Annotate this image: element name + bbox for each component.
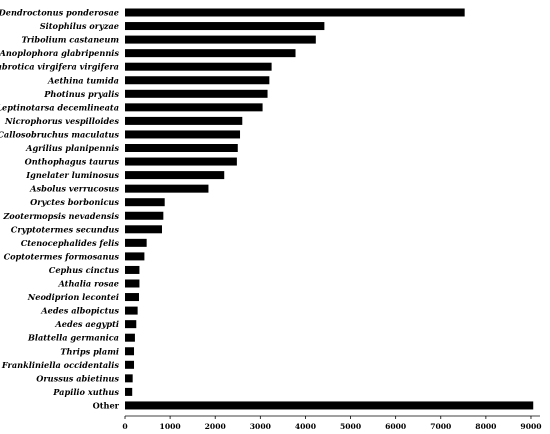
bar-leptinotarsa-decemlineata — [125, 103, 263, 112]
x-tick-label: 8000 — [475, 422, 496, 431]
bar-sitophilus-oryzae — [125, 22, 325, 31]
bar-oryctes-borbonicus — [125, 198, 165, 207]
x-tick-label: 7000 — [430, 422, 451, 431]
category-label: Cephus cinctus — [49, 265, 120, 275]
x-tick-label: 6000 — [385, 422, 406, 431]
category-label: Cryptotermes secundus — [11, 224, 120, 234]
category-label: Leptinotarsa decemlineata — [0, 102, 119, 112]
x-ticks-group: 0 1000 2000 3000 4000 5000 6000 7000 8000 9000 — [122, 416, 542, 431]
category-label: Callosobruchus maculatus — [0, 129, 119, 139]
bar-orussus-abietinus — [125, 374, 133, 383]
category-label: Oryctes borbonicus — [30, 197, 119, 207]
category-label: Orussus abietinus — [36, 373, 119, 383]
category-label: Photinus pryalis — [43, 89, 119, 99]
category-label: Tribolium castaneum — [21, 35, 119, 45]
bar-athalia-rosae — [125, 279, 140, 288]
bar-nicrophorus-vespilloides — [125, 116, 243, 125]
bar-asbolus-verrucosus — [125, 184, 209, 193]
bar-papilio-xuthus — [125, 387, 133, 396]
x-tick-label: 3000 — [250, 422, 271, 431]
bar-blattella-germanica — [125, 333, 135, 342]
bar-photinus-pryalis — [125, 89, 268, 98]
category-label: Aedes albopictus — [40, 306, 119, 316]
category-label: Thrips plami — [60, 346, 119, 356]
bar-diabrotica-virgifera-virgifera — [125, 62, 272, 71]
bar-thrips-plami — [125, 347, 135, 356]
category-label: Nicrophorus vespilloides — [4, 116, 119, 126]
bar-ctenocephalides-felis — [125, 238, 147, 247]
bar-callosobruchus-maculatus — [125, 130, 241, 139]
bar-cryptotermes-secundus — [125, 225, 162, 234]
x-tick-label: 0 — [122, 422, 127, 431]
category-label: Neodiprion lecontei — [27, 292, 119, 302]
category-label: Onthophagus taurus — [25, 157, 120, 167]
category-label: Ctenocephalides felis — [21, 238, 120, 248]
bar-ignelater-luminosus — [125, 171, 225, 180]
category-label: Diabrotica virgifera virgifera — [0, 62, 119, 72]
category-label: Dendroctonus ponderosae — [0, 8, 119, 18]
category-label: Anoplophora glabripennis — [0, 48, 119, 58]
bar-agrilius-planipennis — [125, 144, 238, 152]
bar-zootermopsis-nevadensis — [125, 211, 164, 220]
category-label: Ignelater luminosus — [25, 170, 119, 180]
bar-frankliniella-occidentalis — [125, 360, 135, 369]
category-labels-group: Dendroctonus ponderosae Sitophilus oryzae… — [0, 8, 120, 411]
bar-aethina-tumida — [125, 76, 270, 85]
x-tick-label: 4000 — [295, 422, 316, 431]
bar-tribolium-castaneum — [125, 35, 316, 44]
bar-anoplophora-glabripennis — [125, 49, 296, 58]
category-label: Zootermopsis nevadensis — [2, 211, 119, 221]
x-tick-label: 2000 — [205, 422, 226, 431]
bar-dendroctonus-ponderosae — [125, 8, 465, 17]
category-label: Sitophilus oryzae — [40, 21, 119, 31]
category-label: Other — [93, 400, 120, 410]
bar-other — [125, 401, 534, 410]
category-label: Aethina tumida — [47, 75, 119, 85]
x-tick-label: 5000 — [340, 422, 361, 431]
bar-cephus-cinctus — [125, 265, 140, 274]
x-tick-label: 1000 — [160, 422, 181, 431]
category-label: Blattella germanica — [27, 333, 119, 343]
category-label: Coptotermes formosanus — [4, 251, 120, 261]
bar-neodiprion-lecontei — [125, 293, 139, 302]
bar-onthophagus-taurus — [125, 157, 237, 166]
bar-coptotermes-formosanus — [125, 252, 145, 261]
category-label: Athalia rosae — [57, 279, 119, 289]
category-label: Aedes aegypti — [54, 319, 119, 329]
x-tick-label: 9000 — [520, 422, 541, 431]
bar-aedes-albopictus — [125, 306, 138, 315]
category-label: Agrilius planipennis — [25, 143, 119, 153]
category-label: Frankliniella occidentalis — [1, 360, 120, 370]
category-label: Papilio xuthus — [52, 387, 119, 397]
bars-group — [125, 8, 534, 410]
category-label: Asbolus verrucosus — [29, 184, 119, 194]
bar-aedes-aegypti — [125, 320, 137, 329]
